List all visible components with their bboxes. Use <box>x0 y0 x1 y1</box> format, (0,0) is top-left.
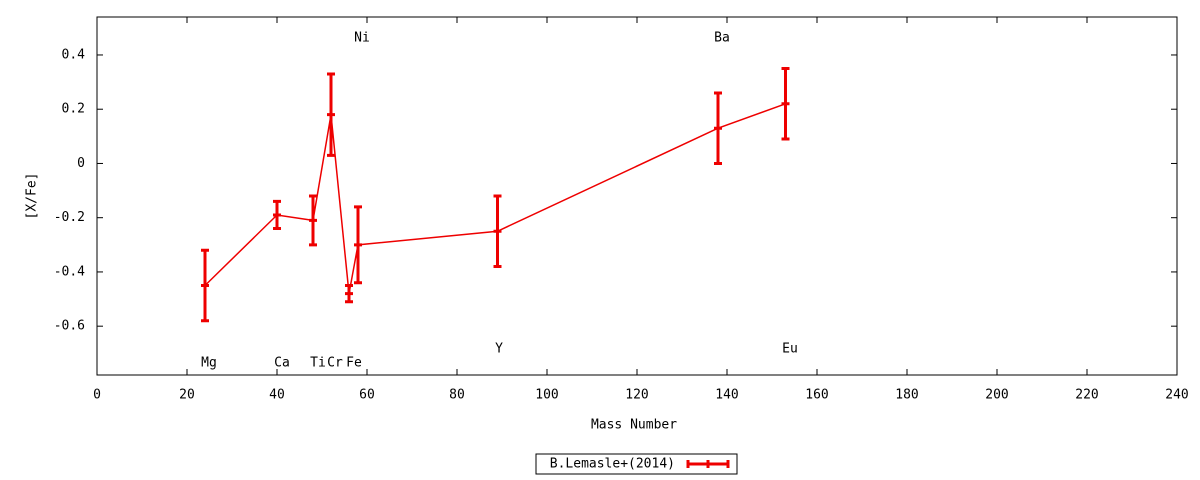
legend-swatch <box>686 460 730 468</box>
plot-frame <box>96 16 1178 376</box>
error-bar <box>201 248 209 323</box>
x-axis-label: Mass Number <box>591 418 677 433</box>
x-tick-label: 120 <box>625 388 648 403</box>
y-tick-label: -0.6 <box>54 319 85 334</box>
x-tick-label: 100 <box>535 388 558 403</box>
element-label: Ni <box>354 31 370 46</box>
error-bar <box>309 194 317 247</box>
x-tick-label: 20 <box>179 388 195 403</box>
x-tick-label: 200 <box>985 388 1008 403</box>
y-tick-label: -0.4 <box>54 264 85 279</box>
error-bar <box>781 67 790 141</box>
y-tick-label: 0 <box>77 156 85 171</box>
x-tick-label: 180 <box>895 388 918 403</box>
legend-box <box>535 453 738 475</box>
legend-label: B.Lemasle+(2014) <box>550 457 675 472</box>
error-bar <box>493 194 502 269</box>
element-label: Mg <box>201 356 217 371</box>
y-tick-label: 0.4 <box>62 47 86 62</box>
error-bar <box>273 199 281 231</box>
element-label: Ti <box>310 356 326 371</box>
error-bar <box>327 72 335 157</box>
element-label: Ba <box>714 31 730 46</box>
x-tick-label: 0 <box>93 388 101 403</box>
x-tick-label: 80 <box>449 388 465 403</box>
x-tick-label: 140 <box>715 388 738 403</box>
element-label: Fe <box>346 356 362 371</box>
y-tick-label: 0.2 <box>62 102 85 117</box>
error-bar <box>345 284 353 304</box>
x-tick-label: 40 <box>269 388 285 403</box>
element-label: Cr <box>327 356 343 371</box>
x-tick-label: 160 <box>805 388 828 403</box>
x-tick-label: 240 <box>1165 388 1188 403</box>
x-tick-label: 60 <box>359 388 375 403</box>
x-tick-label: 220 <box>1075 388 1098 403</box>
y-tick-label: -0.2 <box>54 210 85 225</box>
element-label: Eu <box>782 342 798 357</box>
element-label: Y <box>495 342 503 357</box>
error-bar <box>354 205 362 285</box>
error-bar <box>714 91 722 165</box>
element-label: Ca <box>274 356 290 371</box>
y-axis-label: [X/Fe] <box>25 173 40 220</box>
